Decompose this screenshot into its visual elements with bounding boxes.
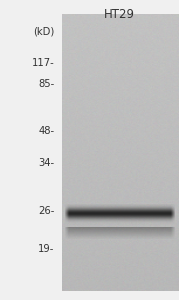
Text: (kD): (kD) — [33, 26, 55, 37]
Text: 19-: 19- — [38, 244, 55, 254]
Text: 34-: 34- — [38, 158, 55, 169]
Text: HT29: HT29 — [103, 8, 135, 20]
Text: 26-: 26- — [38, 206, 55, 217]
Text: 48-: 48- — [38, 125, 55, 136]
Text: 85-: 85- — [38, 79, 55, 89]
Text: 117-: 117- — [32, 58, 55, 68]
